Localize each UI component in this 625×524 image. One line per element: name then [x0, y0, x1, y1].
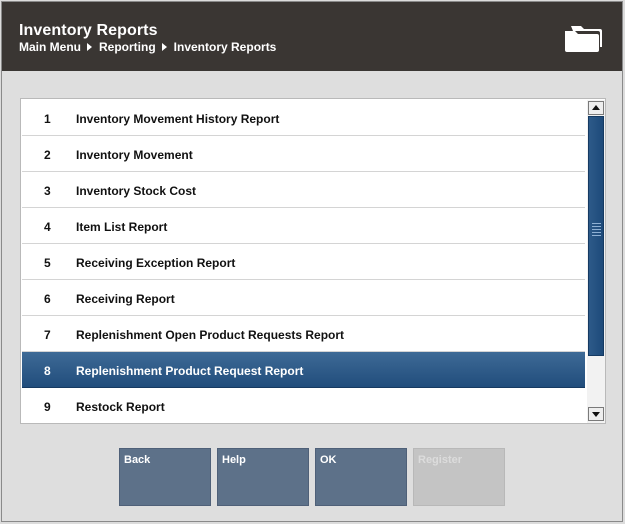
list-item-label: Receiving Report — [76, 292, 175, 306]
arrow-up-icon — [592, 105, 600, 110]
list-item-number: 8 — [44, 364, 51, 378]
grip-line — [592, 229, 601, 230]
list-item-number: 9 — [44, 400, 51, 414]
list-item[interactable]: 5 Receiving Exception Report — [22, 244, 585, 280]
chevron-right-icon — [161, 43, 167, 51]
report-list: 1 Inventory Movement History Report 2 Inven… — [22, 100, 585, 423]
list-item[interactable]: 3 Inventory Stock Cost — [22, 172, 585, 208]
chevron-right-icon — [87, 43, 92, 51]
back-button[interactable]: Back — [119, 448, 211, 506]
breadcrumb: Main Menu Reporting Inventory Reports — [19, 40, 276, 54]
ok-button[interactable]: OK — [315, 448, 407, 506]
header-bar: Inventory Reports Main Menu Reporting In… — [2, 2, 622, 71]
breadcrumb-reporting[interactable]: Reporting — [99, 40, 156, 54]
grip-line — [592, 226, 601, 227]
list-item[interactable]: 2 Inventory Movement — [22, 136, 585, 172]
list-item[interactable]: 4 Item List Report — [22, 208, 585, 244]
list-item-label: Restock Report — [76, 400, 165, 414]
breadcrumb-inventory-reports: Inventory Reports — [173, 40, 277, 54]
list-item-number: 7 — [44, 328, 51, 342]
page-title: Inventory Reports — [19, 22, 158, 39]
list-item[interactable]: 8 Replenishment Product Request Report — [22, 352, 585, 388]
list-item-number: 5 — [44, 256, 51, 270]
help-button[interactable]: Help — [217, 448, 309, 506]
arrow-down-icon — [592, 412, 600, 417]
grip-line — [592, 232, 601, 233]
list-item-number: 2 — [44, 148, 51, 162]
list-item-number: 1 — [44, 112, 51, 126]
grip-line — [592, 235, 601, 236]
list-item-label: Inventory Stock Cost — [76, 184, 197, 198]
scroll-down-button[interactable] — [588, 407, 604, 421]
list-item-label: Replenishment Open Product Requests Repo… — [76, 328, 345, 342]
list-item-label: Inventory Movement History Report — [76, 112, 280, 126]
list-item[interactable]: 1 Inventory Movement History Report — [22, 100, 585, 136]
register-button: Register — [413, 448, 505, 506]
list-item-label: Item List Report — [76, 220, 168, 234]
list-item-label: Receiving Exception Report — [76, 256, 236, 270]
list-item[interactable]: 7 Replenishment Open Product Requests Rep… — [22, 316, 585, 352]
list-item-label: Replenishment Product Request Report — [76, 364, 304, 378]
breadcrumb-main-menu[interactable]: Main Menu — [19, 40, 81, 54]
scroll-thumb[interactable] — [588, 116, 604, 356]
vertical-scrollbar[interactable] — [587, 100, 605, 423]
scroll-up-button[interactable] — [588, 101, 604, 115]
folder-icon — [565, 26, 602, 52]
list-item-number: 6 — [44, 292, 51, 306]
list-item[interactable]: 9 Restock Report — [22, 388, 585, 423]
list-item-number: 3 — [44, 184, 51, 198]
report-list-panel: 1 Inventory Movement History Report 2 Inven… — [20, 98, 606, 424]
list-item-label: Inventory Movement — [76, 148, 193, 162]
list-item[interactable]: 6 Receiving Report — [22, 280, 585, 316]
list-item-number: 4 — [44, 220, 51, 234]
grip-line — [592, 223, 601, 224]
